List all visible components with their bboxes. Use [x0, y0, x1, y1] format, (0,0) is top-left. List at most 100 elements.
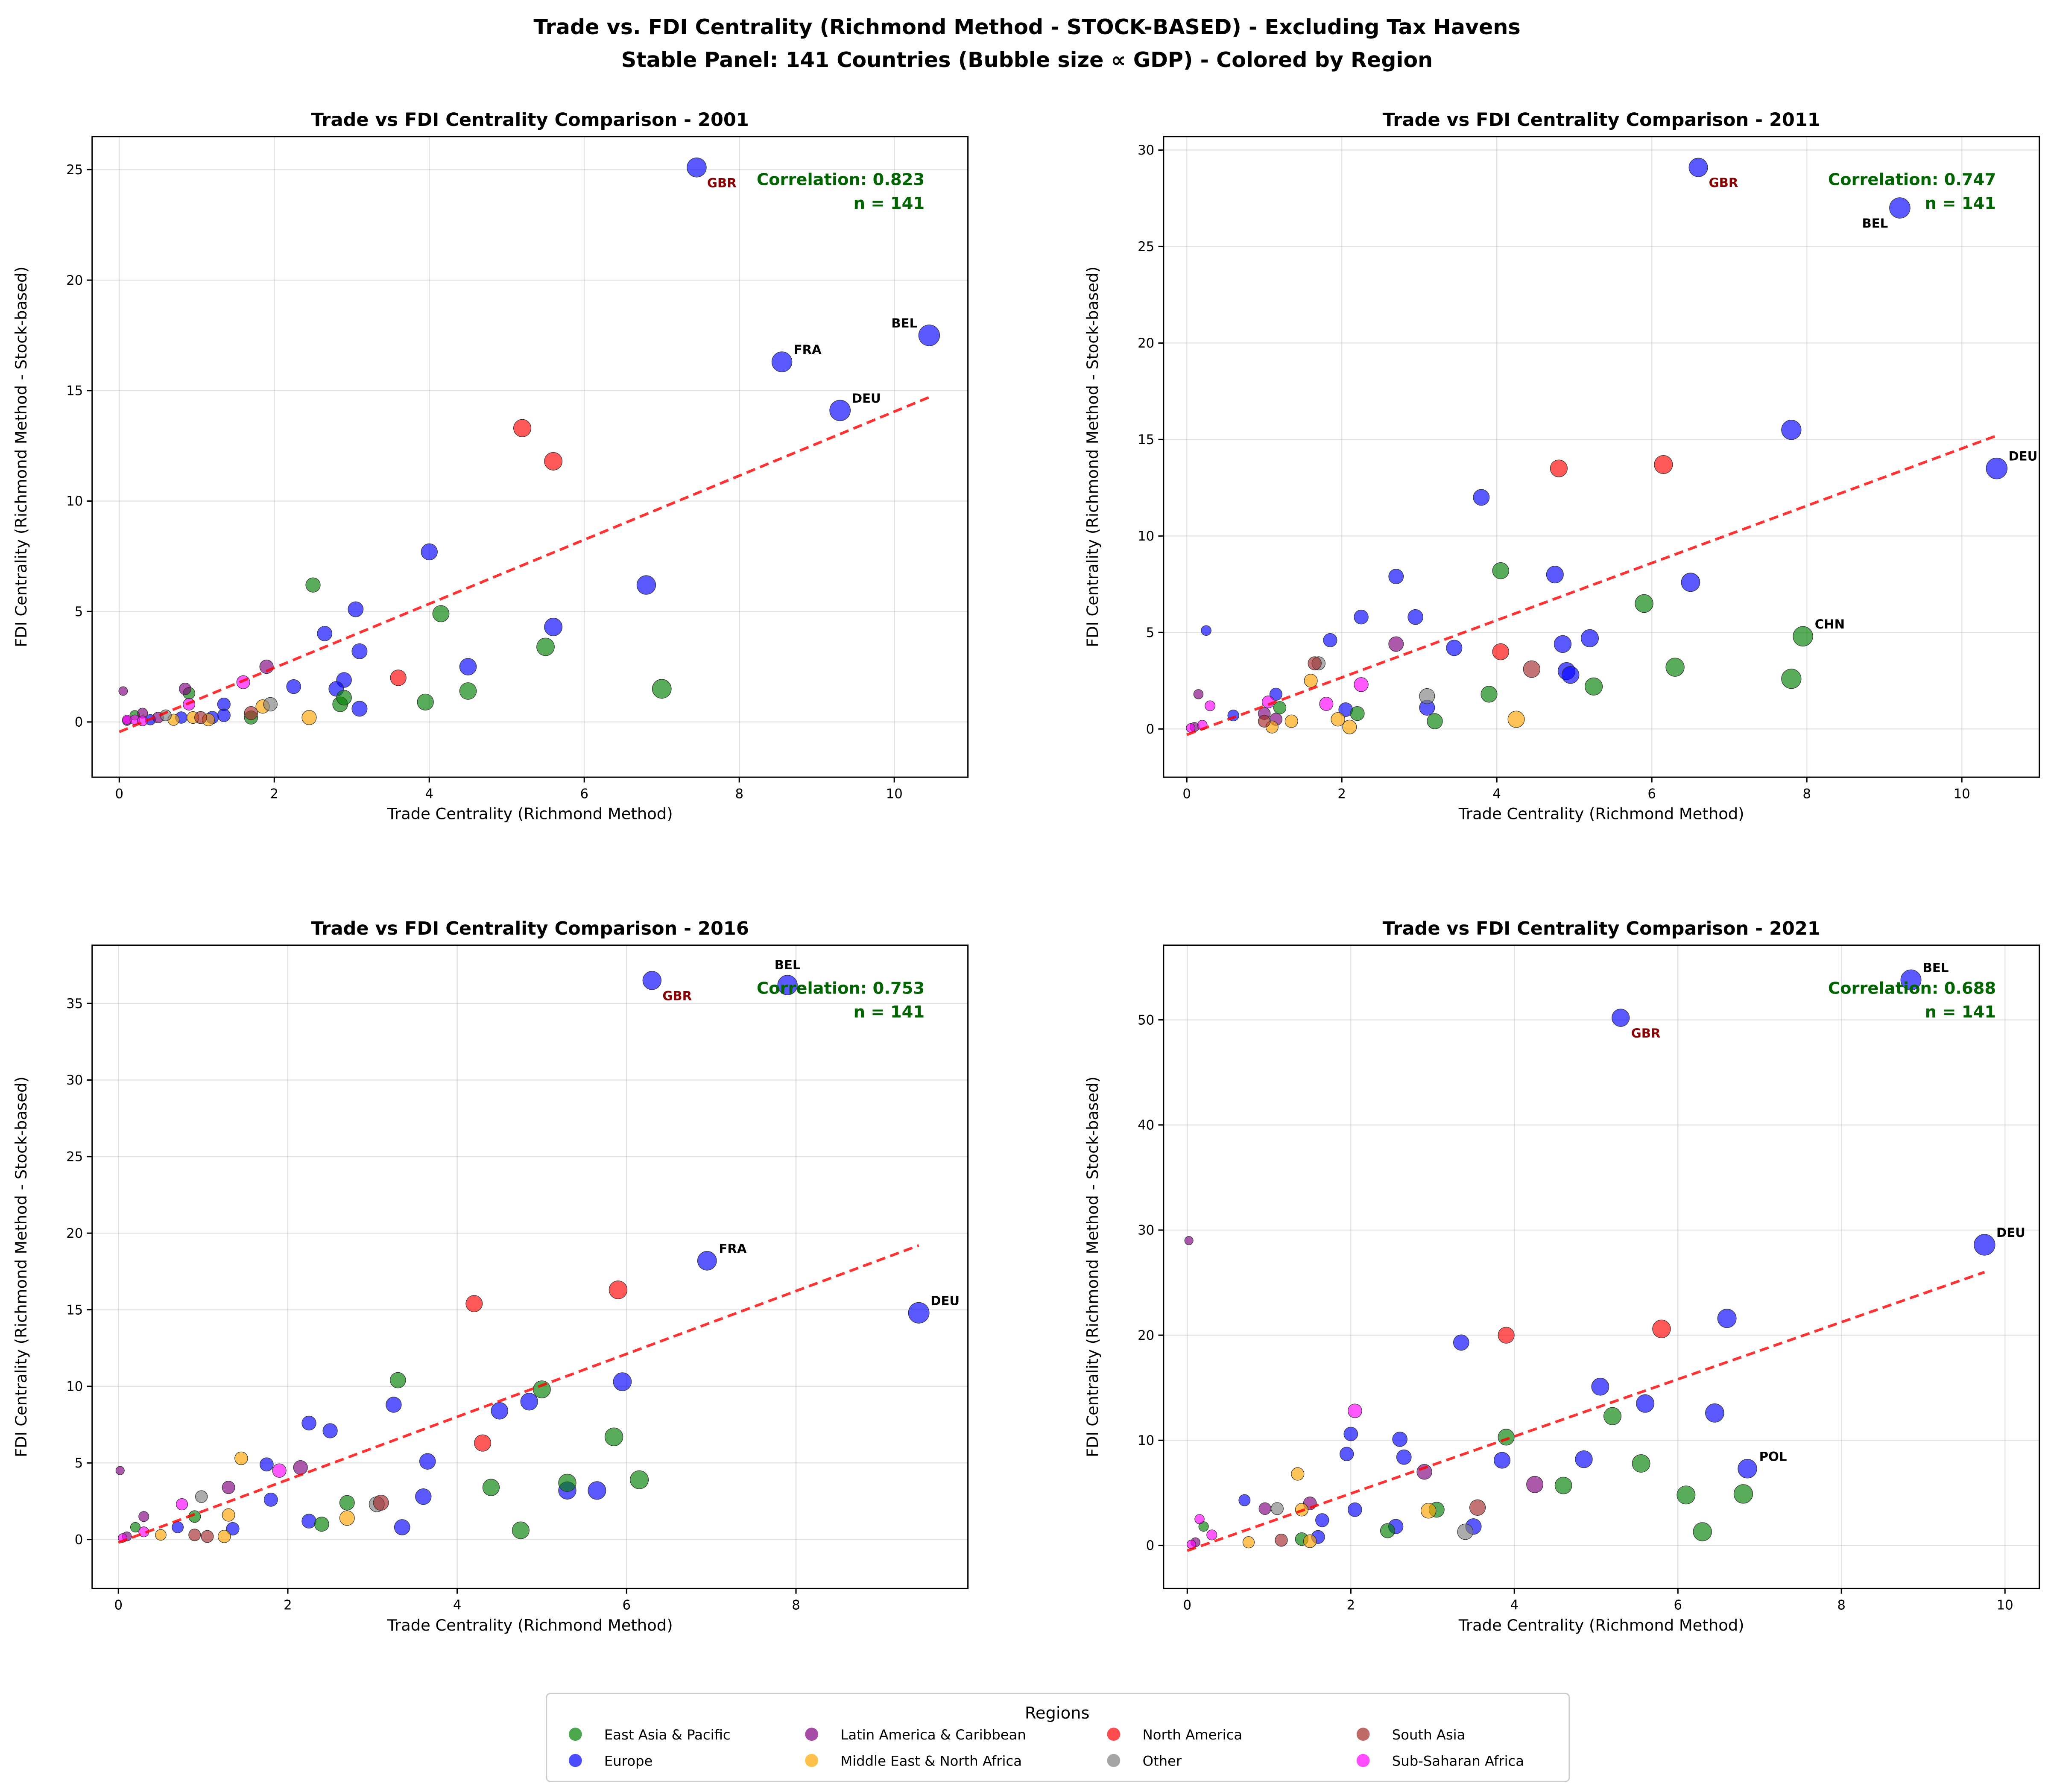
data-point-gbr	[1612, 1009, 1630, 1027]
data-point	[301, 1415, 316, 1431]
x-tick-label: 2	[1337, 786, 1346, 801]
data-point	[1591, 1377, 1609, 1396]
legend-marker	[1356, 1728, 1370, 1741]
data-point	[390, 669, 407, 686]
y-axis-label: FDI Centrality (Richmond Method - Stock-…	[1083, 266, 1102, 647]
data-point	[336, 690, 352, 706]
data-point	[1354, 609, 1369, 625]
data-point	[394, 1519, 410, 1535]
legend: Regions East Asia & Pacific Europe Latin Am…	[546, 1693, 1570, 1782]
country-label-deu: DEU	[1996, 1225, 2025, 1240]
x-axis-label: Trade Centrality (Richmond Method)	[387, 805, 673, 823]
data-point	[1473, 489, 1490, 506]
data-point	[558, 1473, 576, 1492]
figure-title-line1: Trade vs. FDI Centrality (Richmond Metho…	[533, 15, 1520, 39]
data-point	[339, 1510, 355, 1526]
data-point	[1492, 562, 1509, 579]
data-point	[544, 617, 563, 636]
points	[1184, 969, 1995, 1552]
y-axis-label: FDI Centrality (Richmond Method - Stock-…	[12, 1076, 30, 1457]
x-tick-label: 0	[1183, 1598, 1192, 1613]
y-tick-label: 30	[1138, 1223, 1154, 1238]
data-point	[390, 1372, 406, 1389]
data-point-gbr	[687, 157, 707, 178]
data-point	[1652, 1319, 1671, 1339]
points	[115, 971, 930, 1544]
subplot-2: 0 2 4 6 8 0 5 10 15 20 25 30 35 Trade vs FDI Centrali…	[12, 918, 969, 1634]
country-label-deu: DEU	[930, 1293, 960, 1308]
data-point	[305, 577, 321, 593]
data-point	[260, 1457, 274, 1472]
legend-label: North America	[1143, 1727, 1243, 1743]
data-point	[263, 697, 278, 712]
data-point	[513, 419, 532, 437]
data-point-pol	[1738, 1459, 1757, 1479]
correlation-text: Correlation: 0.753	[757, 979, 925, 998]
y-tick-label: 0	[75, 715, 83, 730]
subplot-title: Trade vs FDI Centrality Comparison - 202…	[1383, 918, 1820, 939]
x-tick-label: 4	[453, 1598, 462, 1613]
y-tick-label: 5	[75, 1456, 83, 1471]
data-point	[1632, 1454, 1650, 1473]
data-point	[1554, 1476, 1572, 1494]
data-point	[188, 1529, 201, 1541]
data-point	[1453, 1334, 1469, 1351]
data-point	[1388, 569, 1404, 585]
x-tick-label: 8	[792, 1598, 800, 1613]
data-point	[348, 601, 364, 617]
data-point	[201, 1530, 214, 1543]
data-point	[1561, 666, 1580, 684]
data-point	[130, 1522, 140, 1532]
country-label-deu: DEU	[2008, 449, 2037, 464]
data-point	[415, 1488, 432, 1505]
country-label-pol: POL	[1759, 1449, 1787, 1464]
x-tick-label: 10	[886, 786, 903, 801]
data-point	[351, 701, 368, 717]
figure-title-line2: Stable Panel: 141 Countries (Bubble size…	[621, 47, 1433, 72]
axes-frame	[1163, 944, 2040, 1589]
data-point	[459, 682, 477, 700]
data-point	[1469, 1499, 1486, 1516]
data-point	[1291, 1467, 1305, 1481]
data-point	[1273, 701, 1287, 714]
y-tick-label: 25	[66, 1149, 83, 1165]
data-point	[115, 1466, 125, 1475]
legend-box	[546, 1693, 1570, 1782]
data-point	[1693, 1522, 1712, 1541]
x-axis-label: Trade Centrality (Richmond Method)	[1458, 1616, 1744, 1634]
data-point-deu	[829, 400, 851, 421]
axes-frame	[91, 136, 969, 778]
data-point	[1635, 594, 1653, 613]
x-tick-label: 10	[1997, 1598, 2013, 1613]
data-point	[1258, 715, 1271, 728]
data-point	[244, 706, 258, 720]
subplot-1: 0 2 4 6 8 10 0 5 10 15 20 25 30 Trade vs FDI Centrali…	[1083, 109, 2040, 823]
data-point	[1523, 660, 1541, 678]
data-point	[1194, 1514, 1205, 1524]
legend-label: Europe	[604, 1753, 652, 1769]
data-point	[588, 1481, 606, 1500]
data-point	[1498, 1429, 1515, 1446]
data-point	[1705, 1403, 1724, 1423]
data-point	[1546, 566, 1564, 584]
data-point	[222, 1508, 235, 1522]
data-point	[1270, 1502, 1284, 1515]
axes-frame	[1163, 136, 2040, 778]
data-point	[1717, 1309, 1737, 1328]
data-point	[1323, 633, 1337, 647]
data-point	[1481, 686, 1498, 703]
data-point	[1420, 1503, 1437, 1519]
y-tick-label: 15	[1138, 432, 1154, 447]
points	[118, 157, 940, 734]
data-point-gbr	[642, 971, 662, 990]
data-point	[1347, 1502, 1362, 1517]
country-label-fra: FRA	[794, 342, 822, 357]
country-label-deu: DEU	[852, 391, 881, 406]
x-tick-label: 2	[284, 1598, 292, 1613]
x-tick-label: 6	[1647, 786, 1656, 801]
data-point	[1380, 1523, 1395, 1538]
correlation-text: Correlation: 0.688	[1828, 979, 1996, 998]
